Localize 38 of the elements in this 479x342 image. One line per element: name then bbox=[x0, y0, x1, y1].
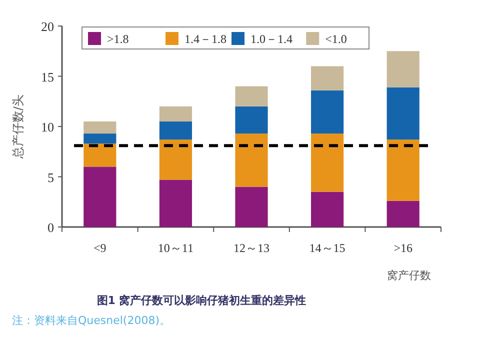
bar bbox=[235, 134, 268, 187]
bar bbox=[386, 51, 420, 88]
bar bbox=[386, 87, 420, 140]
x-tick-label: >16 bbox=[394, 241, 412, 255]
legend-label: 1.4－1.8 bbox=[184, 32, 226, 46]
bar bbox=[311, 90, 344, 134]
bar bbox=[84, 134, 116, 144]
y-tick-label: 10 bbox=[41, 120, 54, 134]
bar bbox=[311, 192, 344, 227]
y-tick-label: 0 bbox=[48, 220, 54, 235]
x-tick-label: 14～15 bbox=[309, 241, 346, 255]
bar bbox=[159, 106, 192, 122]
y-axis-title: 总产仔数/头 bbox=[11, 94, 25, 160]
bar bbox=[159, 140, 192, 180]
bar bbox=[386, 140, 420, 201]
bar bbox=[84, 144, 116, 167]
x-axis-title: 窝产仔数 bbox=[387, 269, 431, 282]
bar bbox=[159, 121, 192, 140]
x-tick-label: 10～11 bbox=[158, 241, 194, 255]
legend-label: >1.8 bbox=[107, 32, 129, 46]
text: 图1 窝产仔数可以影响仔猪初生重的差异性 bbox=[96, 294, 306, 307]
bar bbox=[84, 121, 116, 134]
bar bbox=[235, 186, 268, 227]
y-tick-label: 5 bbox=[48, 170, 54, 185]
bar bbox=[386, 200, 420, 227]
bar bbox=[311, 134, 344, 192]
bar bbox=[84, 166, 116, 227]
legend-label: 1.0－1.4 bbox=[250, 32, 292, 46]
text: 注：资料来自Quesnel(2008)。 bbox=[12, 314, 171, 327]
bar bbox=[235, 106, 268, 134]
x-tick-label: <9 bbox=[94, 241, 106, 255]
y-tick-label: 20 bbox=[41, 19, 54, 34]
y-tick-label: 15 bbox=[41, 69, 54, 84]
x-tick-label: 12～13 bbox=[234, 241, 270, 255]
bar bbox=[235, 86, 268, 106]
legend-label: <1.0 bbox=[325, 32, 347, 46]
bar bbox=[311, 66, 344, 90]
bar bbox=[159, 180, 192, 227]
